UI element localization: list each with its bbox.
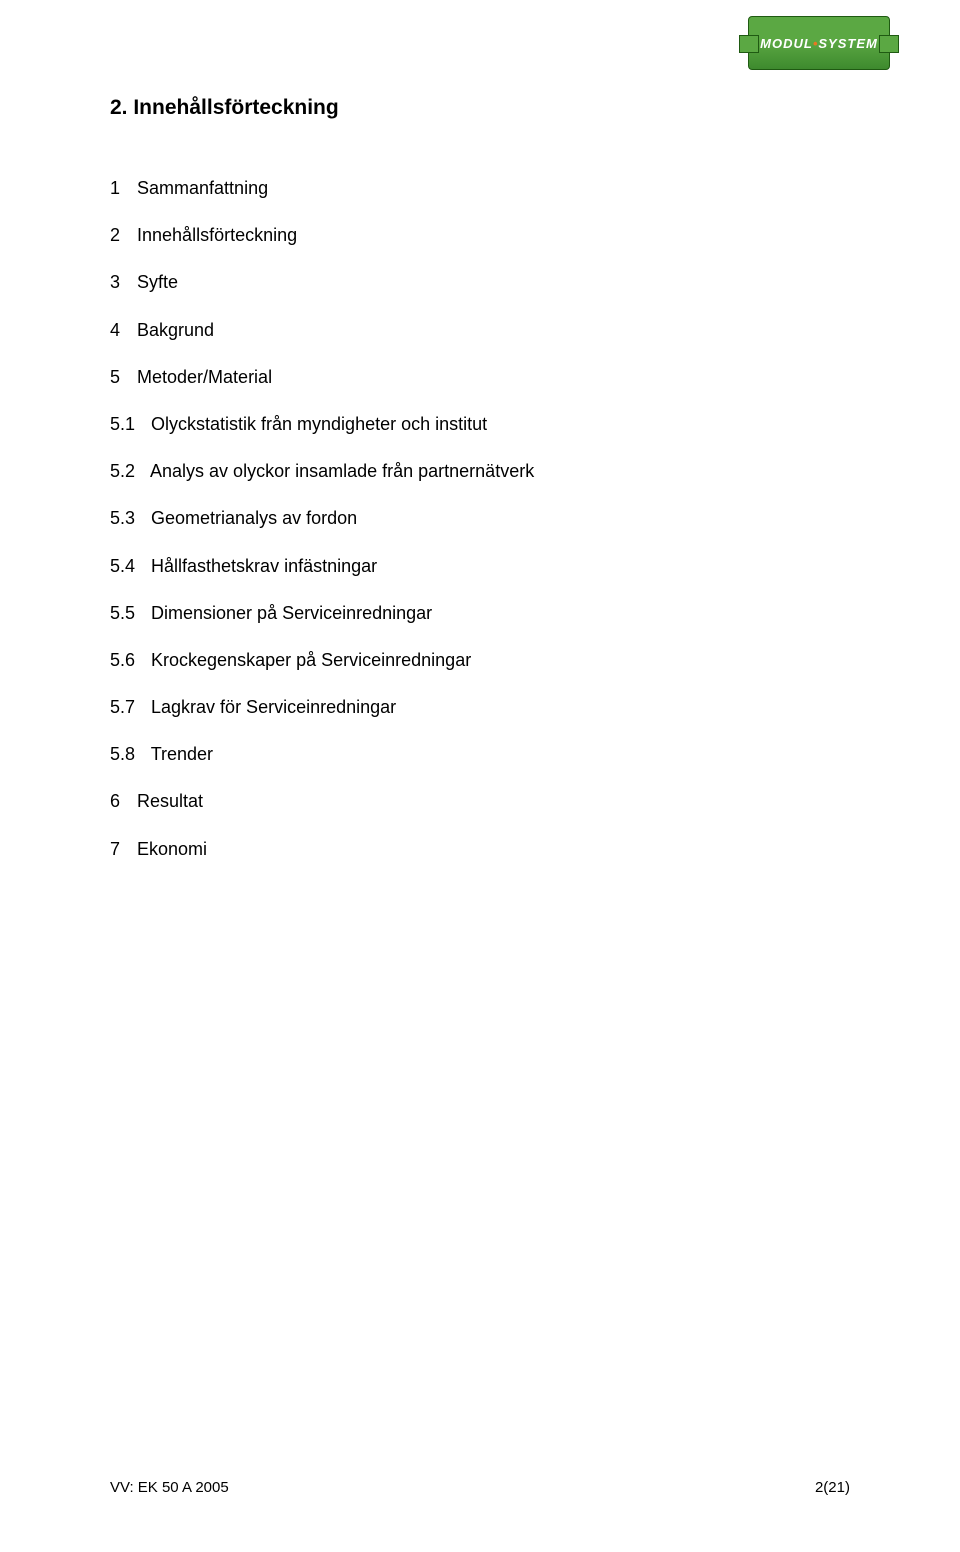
- footer-left-text: VV: EK 50 A 2005: [110, 1479, 229, 1496]
- toc-sublabel: Krockegenskaper på Serviceinredningar: [151, 650, 471, 670]
- toc-subnumber: 5.4: [110, 554, 146, 579]
- toc-number: 7: [110, 837, 132, 862]
- logo-background: MODUL•SYSTEM: [748, 16, 890, 70]
- toc-subitem: 5.8 Trender: [110, 742, 850, 767]
- footer-page-number: 2(21): [815, 1479, 850, 1496]
- logo-text: MODUL•SYSTEM: [760, 36, 878, 51]
- toc-subitem: 5.2 Analys av olyckor insamlade från par…: [110, 459, 850, 484]
- toc-item: 5 Metoder/Material: [110, 365, 850, 390]
- toc-subitem: 5.5 Dimensioner på Serviceinredningar: [110, 601, 850, 626]
- toc-sublabel: Trender: [151, 744, 213, 764]
- toc-label: Bakgrund: [137, 320, 214, 340]
- toc-label: Sammanfattning: [137, 178, 268, 198]
- toc-sublabel: Analys av olyckor insamlade från partner…: [150, 461, 534, 481]
- toc-number: 2: [110, 223, 132, 248]
- logo-hex-right: [879, 35, 899, 53]
- toc-item: 1 Sammanfattning: [110, 176, 850, 201]
- toc-label: Ekonomi: [137, 839, 207, 859]
- toc-subnumber: 5.3: [110, 506, 146, 531]
- toc-subitem: 5.1 Olyckstatistik från myndigheter och …: [110, 412, 850, 437]
- toc-label: Innehållsförteckning: [137, 225, 297, 245]
- toc-number: 4: [110, 318, 132, 343]
- brand-logo: MODUL•SYSTEM: [748, 16, 890, 70]
- toc-subnumber: 5.7: [110, 695, 146, 720]
- toc-item: 3 Syfte: [110, 270, 850, 295]
- logo-hex-left: [739, 35, 759, 53]
- toc-subnumber: 5.6: [110, 648, 146, 673]
- toc-subitem: 5.3 Geometrianalys av fordon: [110, 506, 850, 531]
- toc-subnumber: 5.1: [110, 412, 146, 437]
- toc-item: 4 Bakgrund: [110, 318, 850, 343]
- toc-number: 6: [110, 789, 132, 814]
- toc-item: 6 Resultat: [110, 789, 850, 814]
- toc-subnumber: 5.5: [110, 601, 146, 626]
- toc-sublabel: Geometrianalys av fordon: [151, 508, 357, 528]
- toc-subnumber: 5.2: [110, 459, 146, 484]
- toc-number: 5: [110, 365, 132, 390]
- logo-text-system: SYSTEM: [818, 36, 877, 51]
- toc-label: Syfte: [137, 272, 178, 292]
- toc-sublabel: Lagkrav för Serviceinredningar: [151, 697, 396, 717]
- page-content: 2. Innehållsförteckning 1 Sammanfattning…: [110, 96, 850, 884]
- toc-subitem: 5.6 Krockegenskaper på Serviceinredninga…: [110, 648, 850, 673]
- toc-subitem: 5.7 Lagkrav för Serviceinredningar: [110, 695, 850, 720]
- toc-label: Metoder/Material: [137, 367, 272, 387]
- toc-subnumber: 5.8: [110, 742, 146, 767]
- toc-sublabel: Olyckstatistik från myndigheter och inst…: [151, 414, 487, 434]
- toc-label: Resultat: [137, 791, 203, 811]
- toc-sublabel: Hållfasthetskrav infästningar: [151, 556, 377, 576]
- toc-number: 3: [110, 270, 132, 295]
- toc-item: 7 Ekonomi: [110, 837, 850, 862]
- logo-text-modul: MODUL: [760, 36, 813, 51]
- toc-item: 2 Innehållsförteckning: [110, 223, 850, 248]
- toc-sublabel: Dimensioner på Serviceinredningar: [151, 603, 432, 623]
- toc-subitem: 5.4 Hållfasthetskrav infästningar: [110, 554, 850, 579]
- page-heading: 2. Innehållsförteckning: [110, 96, 850, 120]
- toc-number: 1: [110, 176, 132, 201]
